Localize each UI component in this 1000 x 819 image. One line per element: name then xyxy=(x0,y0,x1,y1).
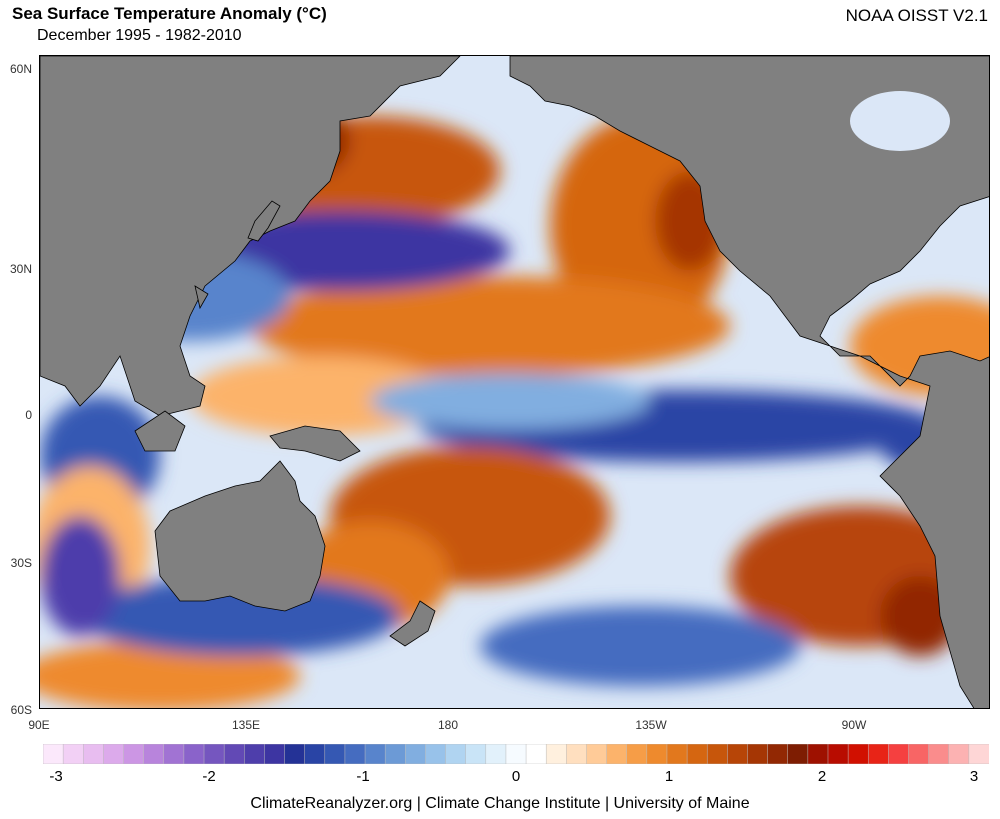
lon-label-90e: 90E xyxy=(28,718,50,732)
colorbar-swatch xyxy=(223,744,245,764)
colorbar-label-minus-2: -2 xyxy=(202,768,216,785)
warm-anomaly-western-pacific xyxy=(190,356,450,436)
data-source-label: NOAA OISST V2.1 xyxy=(845,6,988,25)
landmass-new-zealand xyxy=(389,600,436,647)
colorbar-swatch xyxy=(364,744,386,764)
lat-label-60n: 60N xyxy=(9,62,32,76)
lon-label-180: 180 xyxy=(437,718,459,732)
colorbar-swatch xyxy=(827,744,849,764)
landmass-australia xyxy=(154,460,326,612)
colorbar-swatch xyxy=(928,744,950,764)
colorbar-swatch xyxy=(686,744,708,764)
colorbar-label-3: 3 xyxy=(969,768,979,785)
colorbar-swatch xyxy=(646,744,668,764)
colorbar-swatch xyxy=(83,744,104,764)
colorbar-label-minus-1: -1 xyxy=(356,768,370,785)
colorbar-swatch xyxy=(304,744,326,764)
map-canvas xyxy=(40,56,989,708)
colorbar-swatch xyxy=(566,744,588,764)
colorbar-swatch xyxy=(43,744,64,764)
colorbar-swatch xyxy=(163,744,185,764)
landmass-new-guinea xyxy=(269,425,361,462)
colorbar-swatch xyxy=(62,744,84,764)
colorbar-swatch xyxy=(485,744,507,764)
colorbar-swatch xyxy=(405,744,426,764)
colorbar-swatch xyxy=(284,744,306,764)
colorbar-swatch xyxy=(787,744,809,764)
colorbar-swatch xyxy=(626,744,648,764)
colorbar-label-0: 0 xyxy=(511,768,521,785)
map-subtitle: December 1995 - 1982-2010 xyxy=(37,27,242,44)
warm-anomaly-northeast-pacific xyxy=(550,116,730,336)
lon-label-135w: 135W xyxy=(635,718,667,732)
landmass-japan xyxy=(247,200,281,242)
colorbar-label-1: 1 xyxy=(664,768,674,785)
map-title: Sea Surface Temperature Anomaly (°C) xyxy=(12,4,327,23)
lat-label-30n: 30N xyxy=(9,262,32,276)
colorbar-swatch xyxy=(747,744,769,764)
sst-anomaly-map xyxy=(39,55,990,709)
colorbar-swatch xyxy=(445,744,467,764)
colorbar-swatch xyxy=(706,744,728,764)
cold-anomaly-south-pacific xyxy=(480,606,800,686)
colorbar-swatch xyxy=(545,744,567,764)
colorbar-label-2: 2 xyxy=(817,768,827,785)
colorbar-swatch xyxy=(525,744,547,764)
colorbar-swatch xyxy=(847,744,869,764)
colorbar-swatch xyxy=(123,744,145,764)
landmass-americas xyxy=(509,56,989,708)
lat-label-0: 0 xyxy=(25,408,32,422)
colorbar-swatch xyxy=(143,744,165,764)
cold-anomaly-south-of-australia xyxy=(80,576,400,656)
colorbar-swatch xyxy=(908,744,930,764)
colorbar-swatch xyxy=(103,744,125,764)
hudson-bay xyxy=(850,91,950,151)
colorbar-swatch xyxy=(606,744,628,764)
lat-label-60s: 60S xyxy=(10,703,32,717)
colorbar-swatch xyxy=(505,744,527,764)
landmass-taiwan xyxy=(194,285,209,310)
colorbar-swatch xyxy=(465,744,487,764)
lon-label-135e: 135E xyxy=(231,718,261,732)
colorbar-swatch xyxy=(807,744,829,764)
colorbar-swatch xyxy=(203,744,225,764)
colorbar-swatch xyxy=(384,744,406,764)
colorbar-swatch xyxy=(867,744,889,764)
colorbar-swatch xyxy=(264,744,286,764)
colorbar-swatch xyxy=(948,744,970,764)
colorbar-swatch xyxy=(888,744,910,764)
cool-anomaly-central-equator xyxy=(370,373,650,429)
colorbar-swatch xyxy=(183,744,205,764)
colorbar-swatch xyxy=(244,744,265,764)
colorbar-swatch xyxy=(666,744,688,764)
lat-label-30s: 30S xyxy=(10,556,32,570)
colorbar-swatch xyxy=(727,744,749,764)
warm-anomaly-southern-indian xyxy=(40,641,300,708)
colorbar-swatch xyxy=(324,744,346,764)
colorbar xyxy=(43,744,989,764)
warm-anomaly-subtropical-north xyxy=(250,276,730,376)
cold-anomaly-southwest-indian xyxy=(40,516,120,636)
lon-label-90w: 90W xyxy=(841,718,867,732)
colorbar-swatch xyxy=(344,744,366,764)
colorbar-label-minus-3: -3 xyxy=(49,768,63,785)
colorbar-swatch xyxy=(968,744,989,764)
footer-credits: ClimateReanalyzer.org | Climate Change I… xyxy=(250,795,750,812)
colorbar-swatch xyxy=(425,744,447,764)
landmass-borneo xyxy=(134,410,186,452)
colorbar-swatch xyxy=(767,744,789,764)
land-masses xyxy=(40,56,989,708)
colorbar-swatch xyxy=(586,744,608,764)
